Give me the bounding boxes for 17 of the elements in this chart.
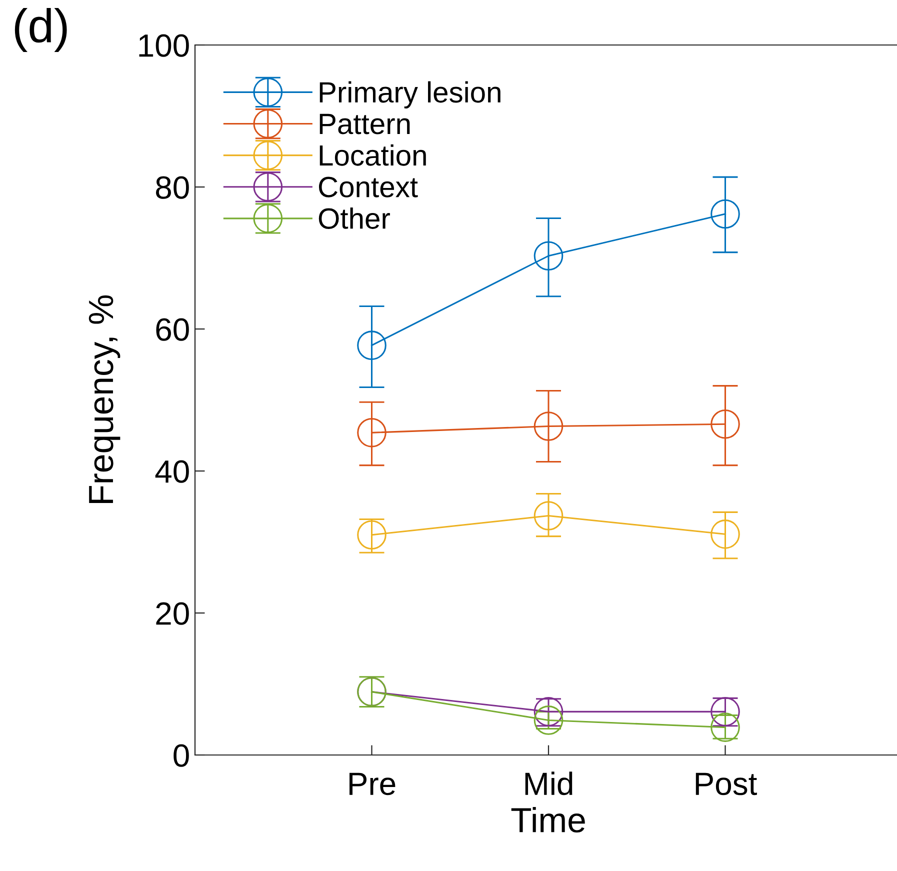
y-tick-label: 40: [155, 460, 189, 483]
legend-label: Primary lesion: [320, 81, 500, 108]
chart-title: (d): [14, 8, 67, 52]
x-tick-label: Mid: [525, 772, 572, 796]
y-tick-label: 100: [139, 34, 189, 57]
y-tick-label: 60: [156, 318, 189, 341]
x-tick-label: Post: [696, 772, 757, 796]
y-axis-title: Frequency, %: [88, 295, 120, 503]
x-tick-label: Pre: [350, 772, 396, 796]
y-tick-label: 80: [156, 176, 189, 199]
legend-label: Pattern: [320, 114, 410, 134]
legend-label: Other: [318, 208, 390, 229]
x-axis-title: Time: [511, 807, 585, 833]
legend-label: Location: [320, 144, 426, 166]
y-tick-label: 20: [156, 602, 189, 625]
y-tick-label: 0: [174, 744, 189, 767]
legend-label: Context: [318, 176, 418, 198]
